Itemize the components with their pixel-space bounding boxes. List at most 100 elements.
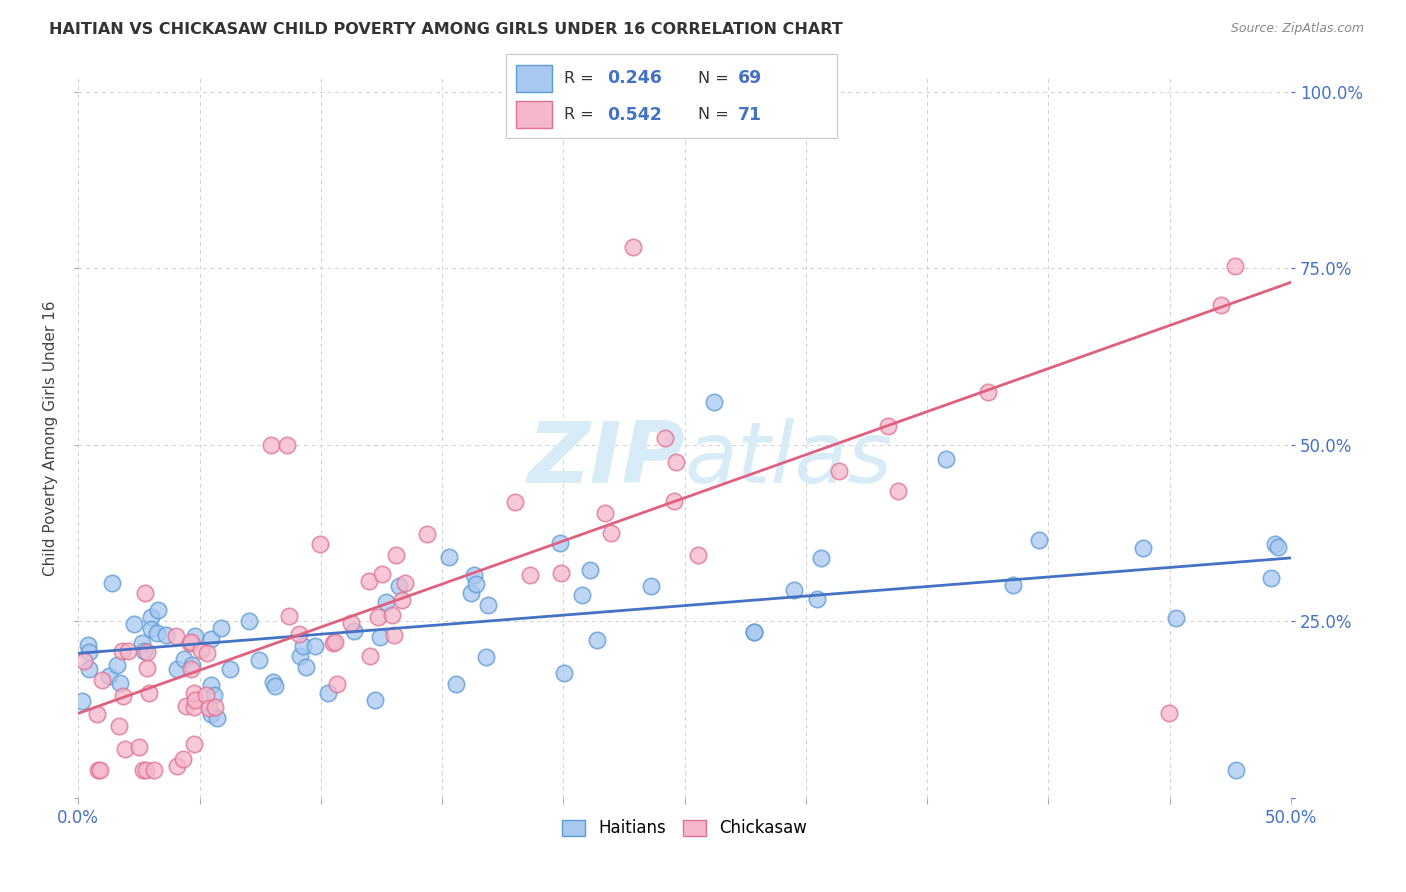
Point [359,649,381,664]
Point [200,707,222,722]
Point [688,548,710,562]
Point [135,763,157,777]
Point [548,536,571,550]
Point [70,694,93,708]
Point [173,652,195,666]
Point [219,662,242,676]
Point [114,742,136,756]
Point [553,666,575,681]
Point [308,537,330,551]
Point [322,635,344,649]
Point [262,674,284,689]
Point [143,763,166,777]
Point [742,624,765,639]
Point [247,653,270,667]
Point [209,621,232,635]
Point [586,632,609,647]
Point [1223,260,1246,274]
Point [132,644,155,658]
Point [381,608,404,623]
Point [477,598,499,612]
Point [1157,706,1180,721]
Point [200,678,222,692]
Point [519,567,541,582]
Point [291,640,314,654]
Point [198,701,221,715]
Point [343,624,366,638]
Point [571,588,593,602]
Point [141,622,163,636]
Point [1260,571,1282,585]
Point [276,438,298,452]
FancyBboxPatch shape [516,64,553,92]
Point [1267,540,1289,554]
Point [783,582,806,597]
Point [371,567,394,582]
Point [117,644,139,658]
Point [166,663,188,677]
Point [238,614,260,628]
Point [205,711,228,725]
Point [703,395,725,409]
Point [195,646,218,660]
Point [599,525,621,540]
Point [621,240,644,254]
Point [295,660,318,674]
Point [107,719,129,733]
Point [128,740,150,755]
Point [132,763,155,777]
Point [364,692,387,706]
Point [550,566,572,580]
Point [740,105,762,120]
Point [388,579,411,593]
Point [316,686,339,700]
Point [935,452,957,467]
Point [474,650,496,665]
Point [375,595,398,609]
Point [172,752,194,766]
Point [136,661,159,675]
Point [138,686,160,700]
Point [166,630,188,644]
Point [977,384,1000,399]
Point [100,575,122,590]
Point [357,574,380,589]
Point [278,609,301,624]
Point [145,626,167,640]
Text: 71: 71 [737,105,762,123]
Point [73,654,96,668]
Point [654,431,676,445]
Point [98,669,121,683]
Point [640,579,662,593]
Point [1001,578,1024,592]
Text: 69: 69 [737,69,762,87]
Point [460,586,482,600]
Point [111,643,134,657]
Text: N =: N = [697,70,734,86]
Point [190,642,212,657]
Point [1028,533,1050,548]
Point [394,575,416,590]
Point [139,610,162,624]
Point [89,763,111,777]
Text: R =: R = [564,70,599,86]
Point [202,688,225,702]
Text: ZIP: ZIP [527,418,685,501]
Point [877,419,900,434]
Text: atlas: atlas [685,418,893,501]
Point [391,592,413,607]
Point [340,615,363,630]
Point [263,679,285,693]
Text: 0.246: 0.246 [607,69,662,87]
Y-axis label: Child Poverty Among Girls Under 16: Child Poverty Among Girls Under 16 [44,300,58,575]
Point [77,644,100,658]
Point [180,634,202,648]
Point [76,639,98,653]
Point [464,577,486,591]
Point [382,628,405,642]
Point [180,657,202,672]
Point [146,602,169,616]
Text: 0.542: 0.542 [607,105,662,123]
Point [288,627,311,641]
Point [415,526,437,541]
